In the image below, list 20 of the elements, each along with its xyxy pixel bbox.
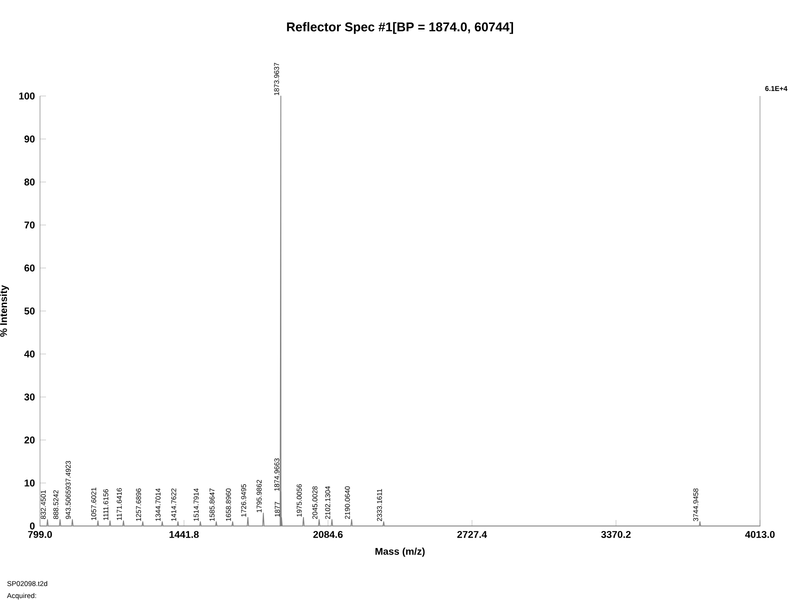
y-tick-label: 10	[24, 480, 35, 486]
chart-title: Reflector Spec #1[BP = 1874.0, 60744]	[287, 22, 514, 34]
y-tick-label: 70	[24, 222, 35, 228]
x-tick-label: 2084.6	[313, 530, 343, 538]
x-tick-label: 1441.8	[170, 530, 199, 538]
y-tick-label: 90	[24, 136, 35, 142]
x-tick-label: 4013.0	[745, 530, 775, 538]
y-tick-label: 100	[19, 92, 35, 100]
y-tick-label: 40	[24, 350, 35, 358]
y-tick-label: 0	[30, 522, 35, 530]
y-tick-label: 60	[24, 264, 35, 272]
x-tick-label: 799.0	[28, 530, 52, 538]
x-tick-label: 3370.2	[601, 530, 631, 538]
y-tick-label: 30	[24, 394, 35, 400]
y-tick-label: 50	[24, 308, 35, 314]
y-tick-label: 80	[24, 178, 35, 186]
y-tick-label: 20	[24, 436, 35, 444]
y-axis-title: % Intensity	[0, 285, 9, 337]
x-axis-title: Mass (m/z)	[376, 548, 425, 557]
x-tick-label: 2727.4	[457, 530, 487, 538]
